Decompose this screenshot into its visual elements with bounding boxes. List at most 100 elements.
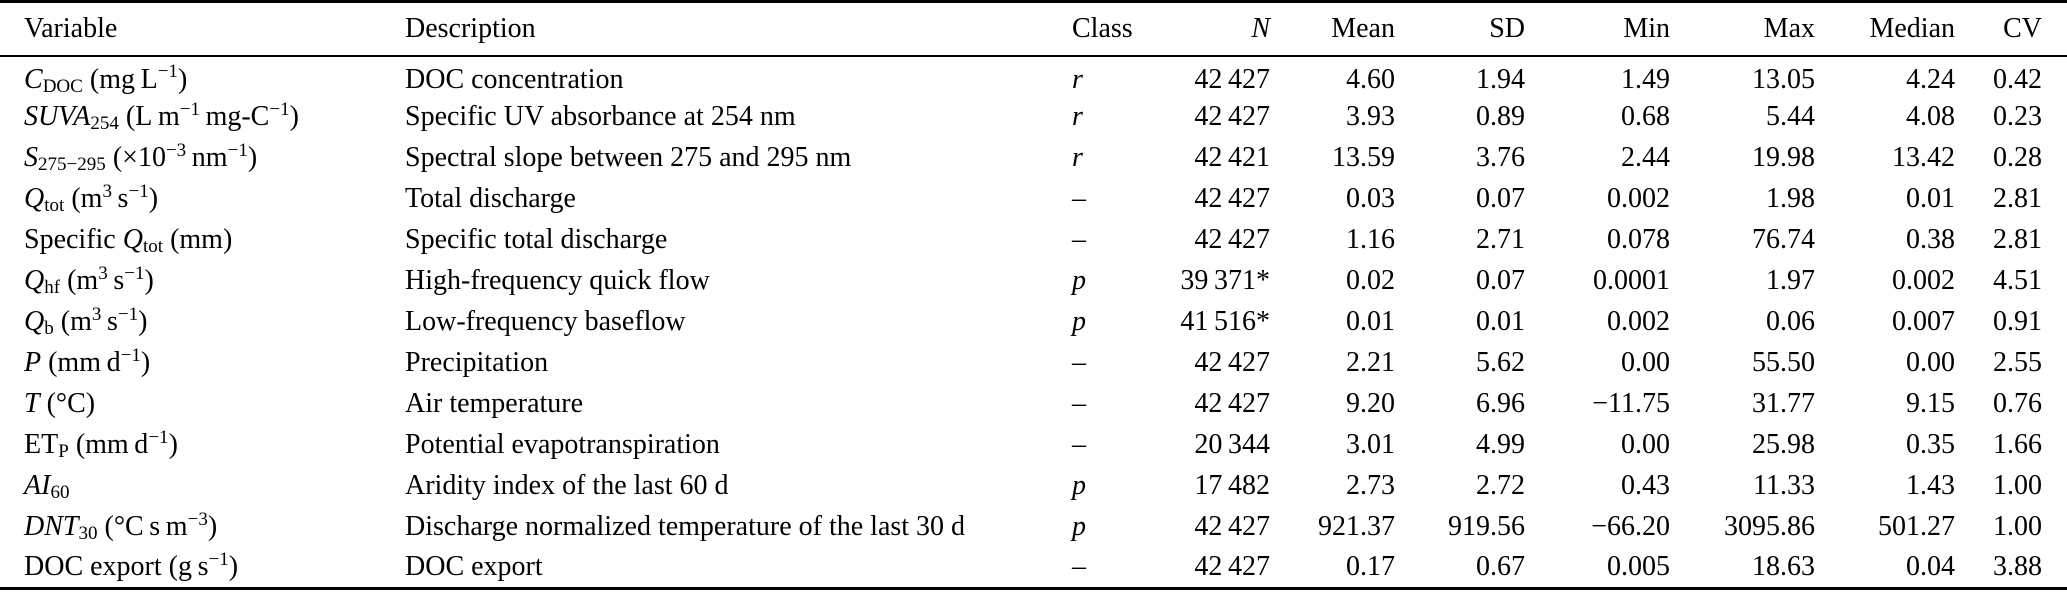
cell-n: 42 427 — [1194, 63, 1270, 95]
table-row: T (°C) Air temperature – 42 427 9.20 6.96 −11.… — [0, 384, 2067, 425]
cell-class: p — [1072, 511, 1086, 542]
cell-variable: Qtot (m3 s−1) — [24, 180, 159, 217]
cell-cv: 2.55 — [1993, 347, 2042, 378]
cell-class: p — [1072, 265, 1086, 296]
cell-description: DOC concentration — [405, 63, 624, 95]
table-row: Qtot (m3 s−1) Total discharge – 42 427 0.03 0… — [0, 179, 2067, 220]
cell-class: – — [1072, 183, 1086, 214]
cell-description: Specific total discharge — [405, 224, 668, 255]
cell-max: 31.77 — [1752, 388, 1815, 419]
cell-class: – — [1072, 551, 1086, 583]
cell-cv: 0.23 — [1993, 101, 2042, 132]
cell-mean: 921.37 — [1318, 511, 1395, 542]
cell-class: r — [1072, 101, 1083, 132]
cell-n: 39 371* — [1180, 265, 1270, 296]
table-row: SUVA254 (L m−1 mg-C−1) Specific UV absorb… — [0, 97, 2067, 138]
cell-cv: 1.00 — [1993, 511, 2042, 542]
column-header-class: Class — [1050, 1, 1150, 57]
cell-min: 0.002 — [1607, 306, 1670, 337]
column-header-variable: Variable — [0, 1, 382, 57]
cell-cv: 0.42 — [1993, 63, 2042, 95]
cell-cv: 0.76 — [1993, 388, 2042, 419]
cell-mean: 0.01 — [1346, 306, 1395, 337]
cell-description: DOC export — [405, 551, 543, 583]
cell-description: Total discharge — [405, 183, 576, 214]
cell-max: 1.98 — [1766, 183, 1815, 214]
cell-variable: DNT30 (°C s m−3) — [24, 508, 218, 545]
cell-n: 42 427 — [1194, 511, 1270, 542]
cell-n: 42 427 — [1194, 551, 1270, 583]
cell-cv: 1.00 — [1993, 470, 2042, 501]
cell-class: – — [1072, 347, 1086, 378]
cell-min: 0.43 — [1621, 470, 1670, 501]
table-row: AI60 Aridity index of the last 60 d p 17 48… — [0, 466, 2067, 507]
cell-mean: 0.17 — [1346, 551, 1395, 583]
cell-median: 1.43 — [1906, 470, 1955, 501]
cell-variable: S275−295 (×10−3 nm−1) — [24, 139, 258, 176]
cell-median: 4.08 — [1906, 101, 1955, 132]
cell-max: 0.06 — [1766, 306, 1815, 337]
cell-mean: 4.60 — [1346, 63, 1395, 95]
column-header-cv: CV — [1955, 1, 2067, 57]
cell-sd: 0.67 — [1476, 551, 1525, 583]
table-row: Qb (m3 s−1) Low-frequency baseflow p 41 516… — [0, 302, 2067, 343]
cell-median: 0.00 — [1906, 347, 1955, 378]
cell-variable: ETP (mm d−1) — [24, 426, 178, 463]
cell-mean: 9.20 — [1346, 388, 1395, 419]
column-header-median: Median — [1815, 1, 1955, 57]
cell-sd: 0.89 — [1476, 101, 1525, 132]
cell-mean: 2.21 — [1346, 347, 1395, 378]
column-header-max: Max — [1670, 1, 1815, 57]
cell-cv: 0.28 — [1993, 142, 2042, 173]
cell-description: Spectral slope between 275 and 295 nm — [405, 142, 852, 173]
table-row: Qhf (m3 s−1) High-frequency quick flow p 39… — [0, 261, 2067, 302]
cell-class: p — [1072, 306, 1086, 337]
cell-n: 42 427 — [1194, 183, 1270, 214]
cell-min: −11.75 — [1592, 388, 1670, 419]
cell-n: 20 344 — [1194, 429, 1270, 460]
cell-variable: AI60 — [24, 470, 70, 504]
cell-mean: 3.93 — [1346, 101, 1395, 132]
cell-min: 0.68 — [1621, 101, 1670, 132]
cell-variable: Qb (m3 s−1) — [24, 303, 148, 340]
cell-class: – — [1072, 224, 1086, 255]
cell-cv: 3.88 — [1993, 551, 2042, 583]
table-row: DNT30 (°C s m−3) Discharge normalized tem… — [0, 507, 2067, 548]
column-header-min: Min — [1525, 1, 1670, 57]
cell-min: 0.0001 — [1593, 265, 1670, 296]
cell-median: 501.27 — [1878, 511, 1955, 542]
cell-sd: 0.07 — [1476, 265, 1525, 296]
table-row: DOC export (g s−1) DOC export – 42 427 0.17 0… — [0, 548, 2067, 589]
table-row: Specific Qtot (mm) Specific total dischar… — [0, 220, 2067, 261]
cell-max: 11.33 — [1753, 470, 1815, 501]
cell-max: 13.05 — [1752, 63, 1815, 95]
cell-min: 0.005 — [1607, 551, 1670, 583]
cell-class: – — [1072, 388, 1086, 419]
cell-max: 25.98 — [1752, 429, 1815, 460]
cell-min: 0.00 — [1621, 429, 1670, 460]
cell-median: 9.15 — [1906, 388, 1955, 419]
cell-sd: 1.94 — [1476, 63, 1525, 95]
cell-cv: 1.66 — [1993, 429, 2042, 460]
cell-variable: T (°C) — [24, 388, 96, 419]
cell-n: 42 421 — [1194, 142, 1270, 173]
cell-max: 1.97 — [1766, 265, 1815, 296]
table-row: P (mm d−1) Precipitation – 42 427 2.21 5.62 0.… — [0, 343, 2067, 384]
cell-min: 2.44 — [1621, 142, 1670, 173]
table-header: Variable Description Class N Mean SD Min Max Med… — [0, 1, 2067, 57]
cell-median: 13.42 — [1892, 142, 1955, 173]
cell-description: Potential evapotranspiration — [405, 429, 720, 460]
cell-mean: 1.16 — [1346, 224, 1395, 255]
cell-sd: 4.99 — [1476, 429, 1525, 460]
cell-max: 3095.86 — [1724, 511, 1815, 542]
cell-description: Discharge normalized temperature of the … — [405, 511, 966, 542]
cell-description: Specific UV absorbance at 254 nm — [405, 101, 796, 132]
cell-class: r — [1072, 63, 1083, 95]
cell-n: 17 482 — [1194, 470, 1270, 501]
column-header-mean: Mean — [1270, 1, 1395, 57]
cell-cv: 0.91 — [1993, 306, 2042, 337]
cell-mean: 3.01 — [1346, 429, 1395, 460]
cell-max: 76.74 — [1752, 224, 1815, 255]
cell-median: 4.24 — [1906, 63, 1955, 95]
cell-description: Low-frequency baseflow — [405, 306, 686, 337]
